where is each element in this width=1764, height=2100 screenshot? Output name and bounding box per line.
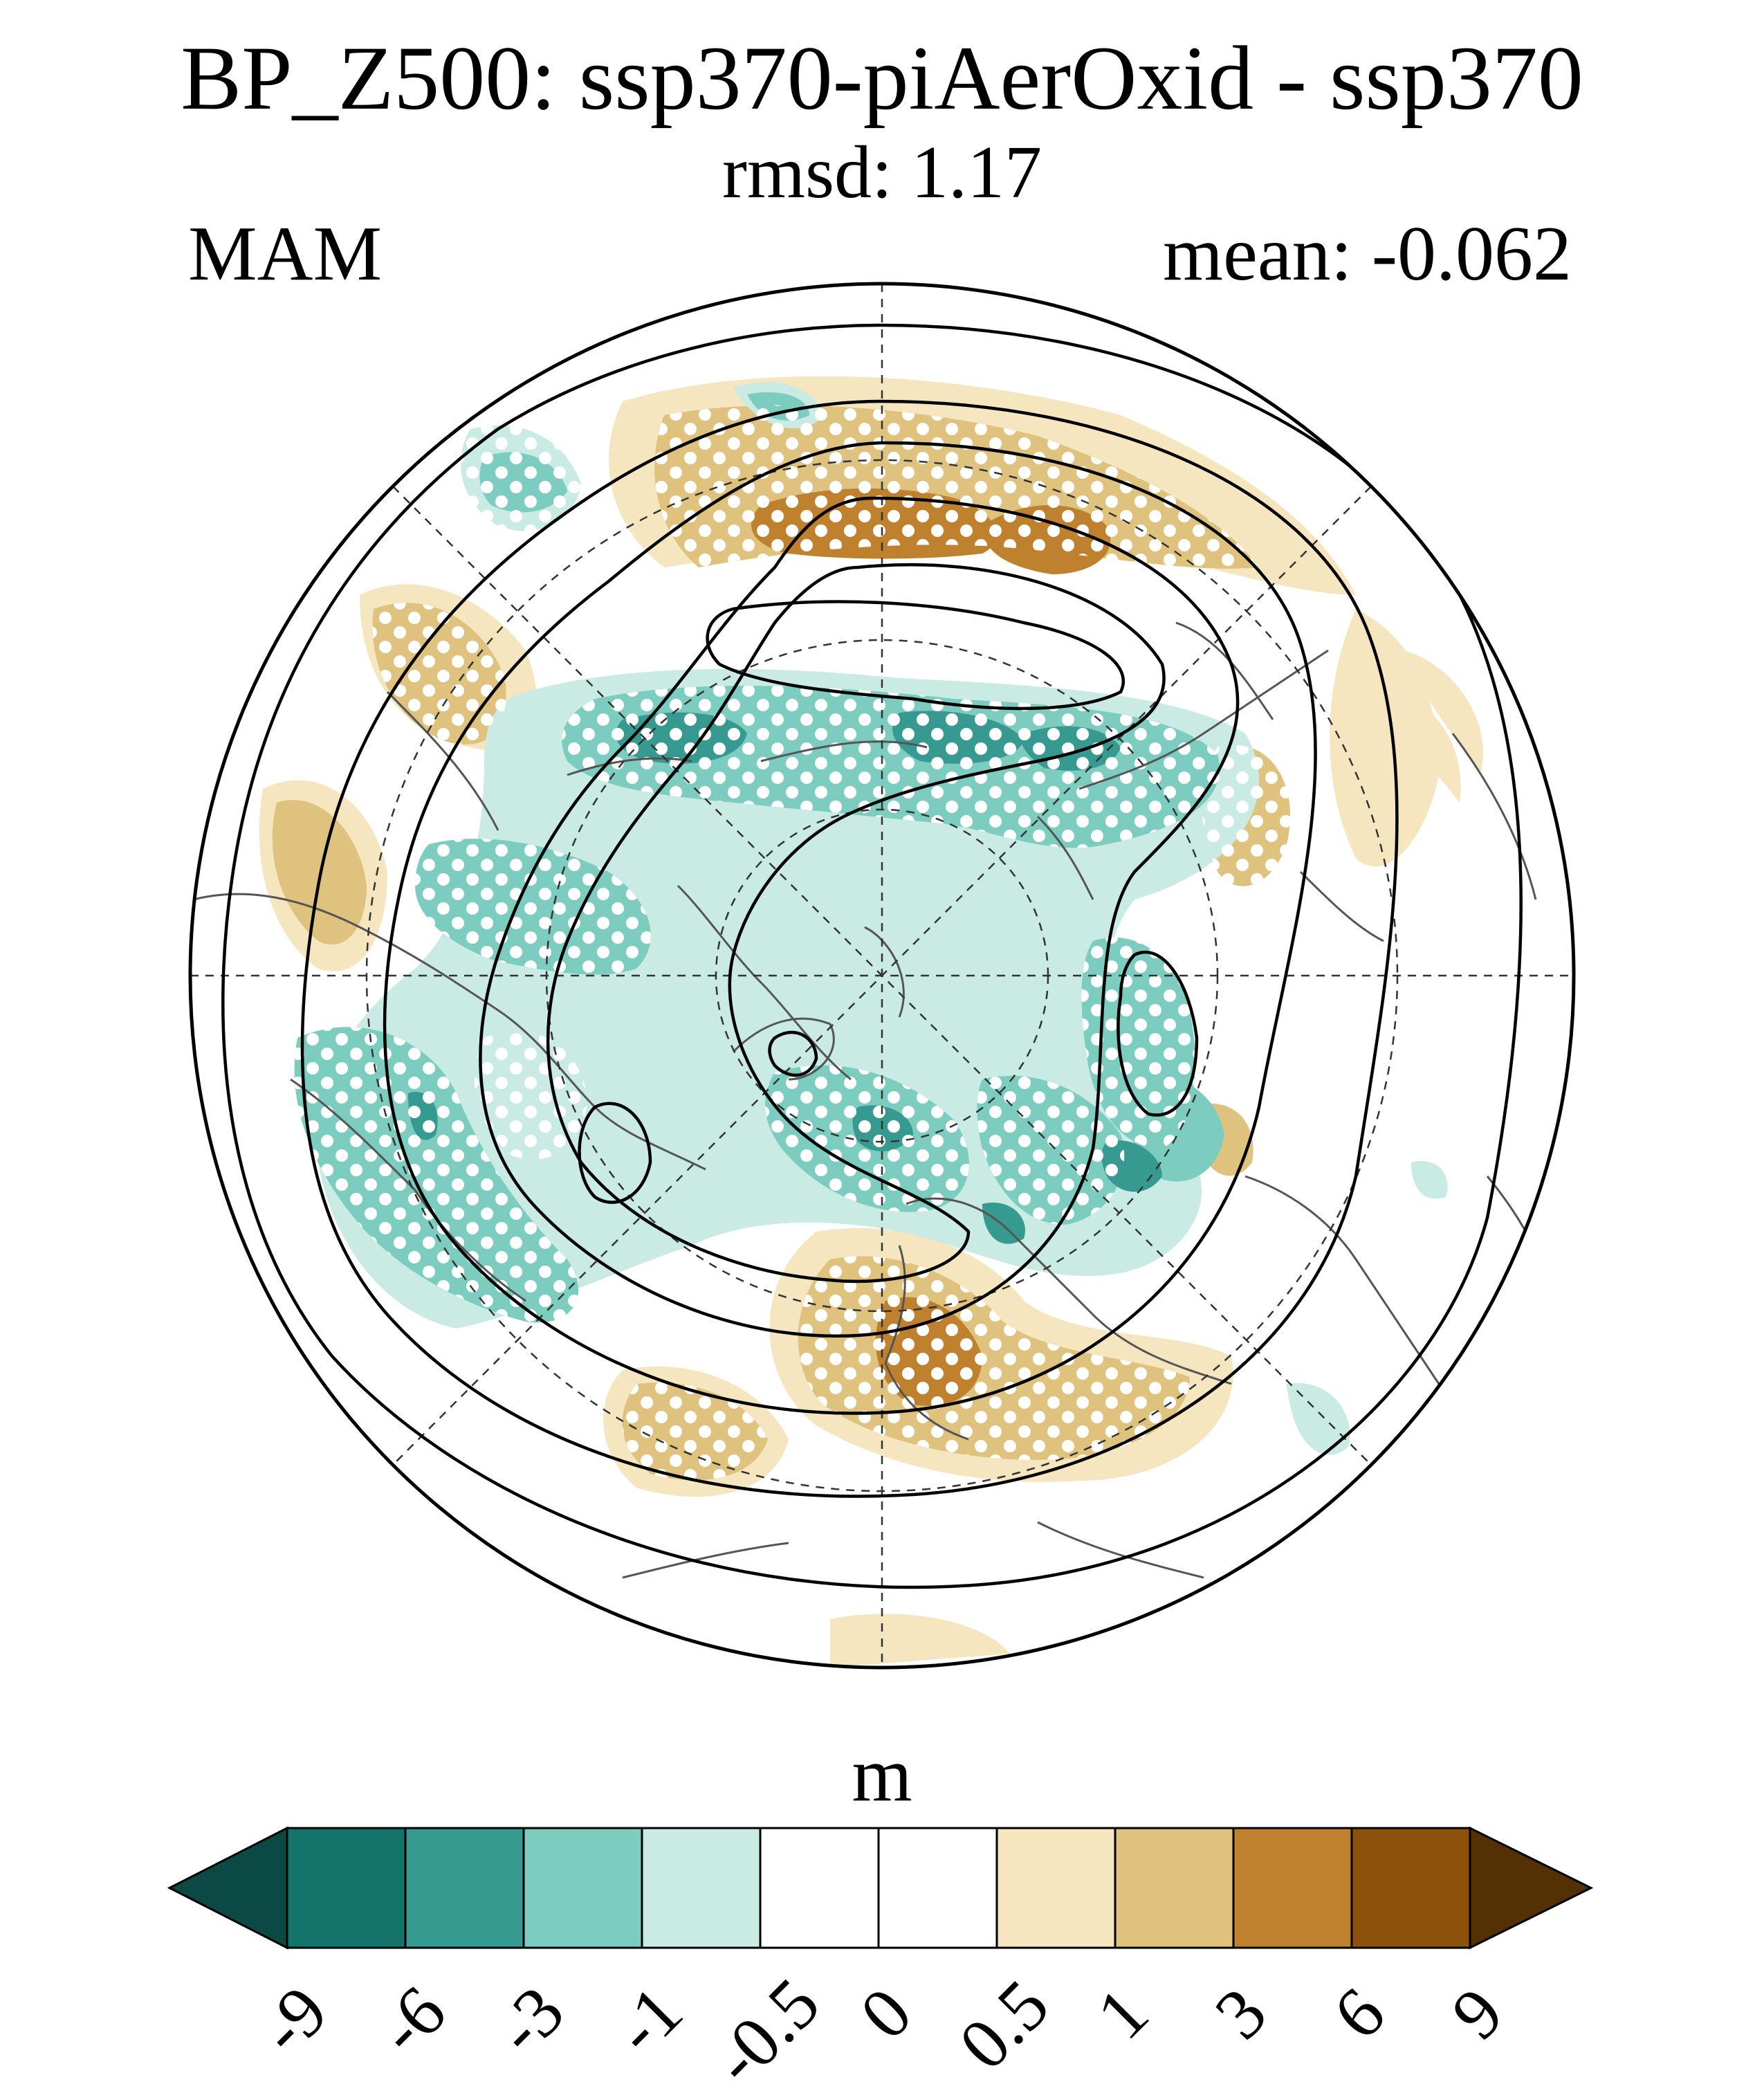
colorbar-box [1350,1827,1471,1949]
rmsd-label: rmsd: 1.17 [722,131,1042,214]
graticule [190,284,1574,1668]
polar-map [188,282,1576,1670]
colorbar-box [1114,1827,1235,1949]
anomaly-field [190,284,1574,1668]
colorbar-box [759,1827,880,1949]
colorbar-units: m [852,1732,912,1818]
season-label: MAM [188,211,383,297]
colorbar-min-triangle [167,1826,288,1950]
colorbar-box [995,1827,1117,1949]
plot-title: BP_Z500: ssp370-piAerOxid - ssp370 [181,27,1583,129]
colorbar-box [1232,1827,1353,1949]
climatology-contours [221,323,1523,1589]
colorbar-box [404,1827,525,1949]
map-boundary [188,282,1576,1670]
significance-stippling [294,405,1291,1481]
mean-label: mean: -0.062 [1163,211,1572,297]
colorbar-box [522,1827,643,1949]
colorbar-box [641,1827,762,1949]
colorbar-max-triangle [1469,1826,1594,1950]
colorbar-box [286,1827,407,1949]
colorbar-box [877,1827,998,1949]
